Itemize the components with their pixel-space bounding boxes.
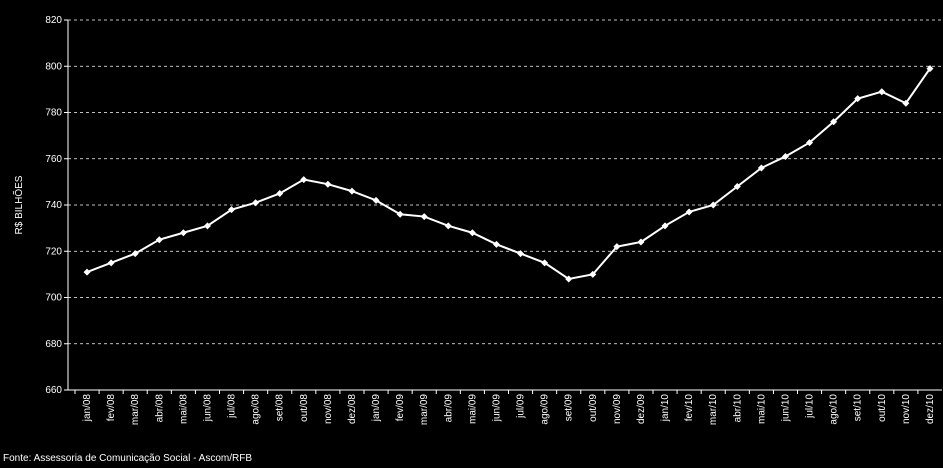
marker [372,196,380,204]
x-tick-label: mar/09 [419,394,430,426]
x-tick-label: ago/09 [540,394,551,425]
x-tick-label: mai/08 [178,394,189,424]
x-tick-label: jan/08 [82,394,93,423]
y-tick-label: 740 [45,200,62,211]
y-axis-label: R$ BILHÕES [12,175,25,234]
x-tick-label: out/10 [877,394,888,422]
y-tick-label: 820 [45,15,62,26]
marker [348,187,356,195]
marker [709,201,717,209]
marker [806,139,814,147]
marker [492,240,500,248]
x-tick-label: abr/10 [732,394,743,423]
x-tick-label: jan/10 [660,394,671,423]
x-tick-label: set/08 [275,394,286,422]
marker [781,152,789,160]
y-tick-label: 680 [45,339,62,350]
line [86,67,931,281]
marker [589,270,597,278]
x-tick-label: abr/08 [154,394,165,423]
x-tick-label: ago/10 [829,394,840,425]
x-tick-label: abr/09 [443,394,454,423]
marker [83,268,91,276]
x-tick-label: fev/10 [684,394,695,422]
x-tick-label: nov/10 [901,394,912,424]
marker [444,222,452,230]
marker [396,210,404,218]
marker [541,259,549,267]
marker [276,189,284,197]
x-tick-label: mar/10 [708,394,719,426]
marker [757,164,765,172]
marker [613,243,621,251]
x-tick-label: jan/09 [371,394,382,423]
x-tick-label: jul/09 [516,394,527,419]
y-tick-label: 800 [45,61,62,72]
marker [420,213,428,221]
y-tick-label: 720 [45,246,62,257]
y-tick-label: 760 [45,154,62,165]
marker [300,176,308,184]
x-tick-label: jul/08 [227,394,238,419]
x-tick-label: fev/08 [106,394,117,422]
marker [661,222,669,230]
marker [878,88,886,96]
marker [565,275,573,283]
x-tick-label: dez/10 [925,394,936,424]
x-tick-label: mar/08 [130,394,141,426]
marker [179,229,187,237]
source: Fonte: Assessoria de Comunicação Social … [3,453,252,464]
y-tick-label: 660 [45,385,62,396]
x-tick-label: out/08 [299,394,310,422]
marker [107,259,115,267]
x-tick-label: set/09 [564,394,575,422]
marker [131,250,139,258]
x-tick-label: ago/08 [251,394,262,425]
x-tick-label: fev/09 [395,394,406,422]
y-tick-label: 780 [45,108,62,119]
marker [517,250,525,258]
y-tick-label: 700 [45,293,62,304]
marker [252,199,260,207]
x-tick-label: dez/08 [347,394,358,424]
marker [926,65,934,73]
marker [468,229,476,237]
x-tick-label: mai/10 [756,394,767,424]
x-tick-label: jul/10 [805,394,816,419]
x-tick-label: set/10 [853,394,864,422]
x-tick-label: jun/09 [491,394,502,423]
marker [902,99,910,107]
marker [228,206,236,214]
marker [685,208,693,216]
marker [155,236,163,244]
x-tick-label: nov/09 [612,394,623,424]
x-tick-label: nov/08 [323,394,334,424]
x-tick-label: out/09 [588,394,599,422]
marker [830,118,838,126]
x-tick-label: jun/08 [202,394,213,423]
marker [203,222,211,230]
marker [324,180,332,188]
marker [637,238,645,246]
marker [733,183,741,190]
x-tick-label: mai/09 [467,394,478,424]
marker [854,95,862,103]
x-tick-label: jun/10 [780,394,791,423]
x-tick-label: dez/09 [636,394,647,424]
